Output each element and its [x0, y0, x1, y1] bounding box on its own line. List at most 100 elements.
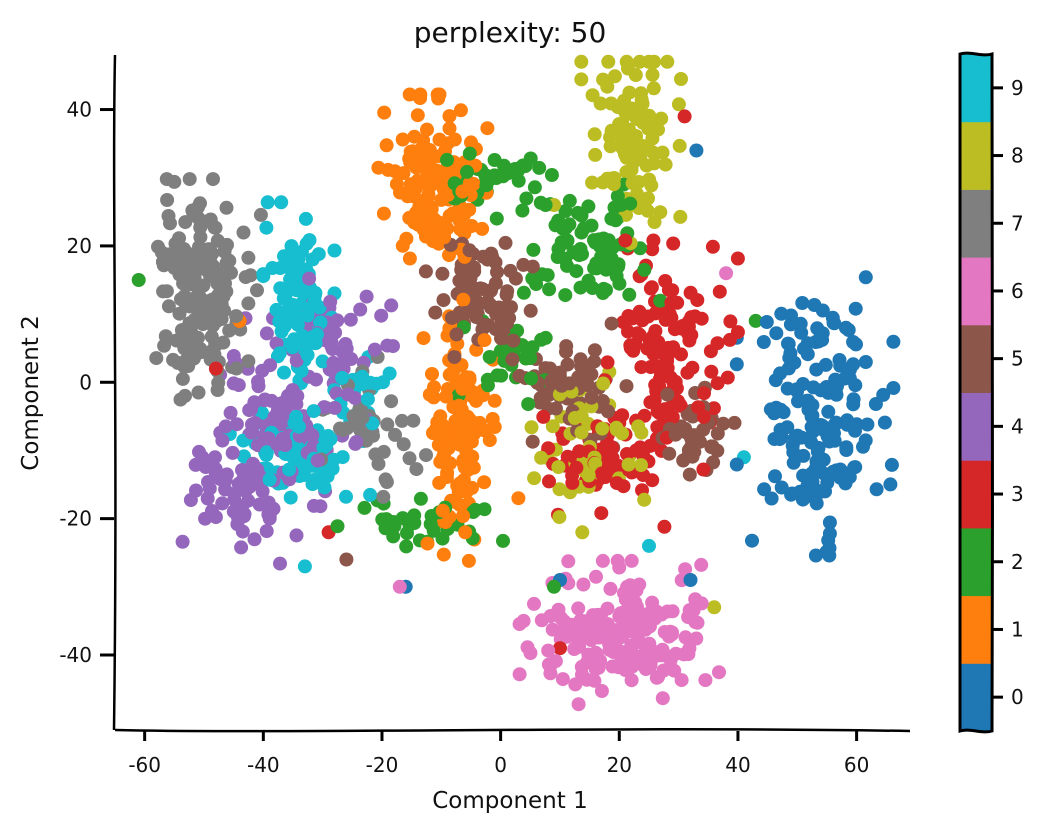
scatter-point-class-4 — [343, 312, 358, 327]
scatter-point-class-6 — [624, 673, 639, 688]
scatter-point-class-2 — [554, 235, 569, 250]
x-axis-spine — [114, 728, 911, 733]
scatter-point-class-6 — [682, 641, 697, 656]
x-tick-label: -40 — [247, 753, 280, 777]
scatter-point-class-8 — [527, 471, 542, 486]
scatter-point-class-2 — [131, 273, 146, 287]
scatter-point-class-7 — [192, 291, 207, 306]
scatter-point-class-4 — [353, 302, 368, 317]
scatter-point-class-8 — [647, 54, 662, 69]
scatter-point-class-9 — [290, 260, 305, 275]
scatter-point-class-8 — [552, 510, 567, 525]
scatter-point-class-1 — [461, 553, 476, 568]
scatter-point-class-3 — [208, 361, 223, 376]
scatter-point-class-4 — [227, 486, 242, 501]
scatter-point-class-1 — [371, 160, 386, 175]
colorbar-tick-label: 4 — [1011, 414, 1024, 438]
scatter-point-class-1 — [424, 175, 439, 190]
scatter-point-class-8 — [644, 178, 659, 193]
scatter-point-class-6 — [712, 665, 726, 680]
scatter-point-class-6 — [594, 684, 609, 698]
scatter-point-class-8 — [621, 61, 635, 76]
scatter-point-class-7 — [241, 250, 256, 265]
scatter-point-class-7 — [191, 200, 205, 215]
scatter-point-class-4 — [330, 313, 345, 328]
scatter-point-class-0 — [781, 337, 796, 351]
scatter-point-class-8 — [545, 419, 560, 434]
scatter-point-class-1 — [442, 367, 457, 382]
scatter-point-class-2 — [572, 248, 587, 263]
scatter-point-class-1 — [402, 151, 417, 166]
scatter-point-class-5 — [601, 404, 615, 419]
scatter-point-class-0 — [827, 417, 842, 432]
scatter-point-class-5 — [727, 415, 742, 430]
scatter-point-class-7 — [158, 329, 173, 344]
scatter-point-class-0 — [768, 469, 782, 484]
colorbar-segment-6 — [960, 257, 992, 326]
scatter-point-class-3 — [720, 370, 735, 385]
scatter-point-class-0 — [869, 482, 884, 497]
scatter-point-class-2 — [581, 199, 596, 214]
scatter-point-class-1 — [376, 206, 391, 221]
scatter-point-class-3 — [710, 336, 725, 351]
scatter-point-class-6 — [668, 646, 683, 661]
scatter-point-class-7 — [159, 172, 174, 187]
scatter-point-class-0 — [807, 298, 822, 312]
scatter-point-class-5 — [544, 373, 559, 388]
y-tick-label: 40 — [67, 98, 92, 122]
scatter-point-class-7 — [409, 462, 424, 477]
scatter-point-class-1 — [431, 437, 446, 452]
colorbar-tick-label: 3 — [1011, 482, 1024, 506]
scatter-point-class-0 — [811, 457, 826, 471]
scatter-point-class-7 — [406, 413, 421, 428]
scatter-point-class-1 — [462, 427, 477, 442]
scatter-point-class-4 — [241, 472, 256, 487]
scatter-point-class-5 — [490, 265, 504, 280]
scatter-point-class-2 — [440, 152, 454, 167]
scatter-point-class-7 — [201, 242, 216, 257]
scatter-point-class-2 — [426, 523, 441, 538]
scatter-point-class-3 — [652, 340, 667, 355]
scatter-point-class-9 — [262, 472, 277, 487]
scatter-point-class-4 — [215, 433, 230, 448]
scatter-point-class-9 — [300, 308, 315, 323]
scatter-point-class-5 — [660, 387, 675, 402]
scatter-point-class-5 — [525, 434, 540, 449]
scatter-point-class-1 — [435, 503, 450, 518]
scatter-point-class-1 — [453, 103, 468, 118]
scatter-point-class-4 — [218, 419, 233, 434]
scatter-point-class-6 — [610, 553, 625, 568]
scatter-point-class-8 — [630, 186, 644, 201]
scatter-point-class-0 — [830, 379, 844, 394]
scatter-point-class-1 — [480, 121, 495, 136]
scatter-point-class-7 — [396, 437, 411, 452]
y-tick-label: -20 — [59, 507, 92, 531]
scatter-point-class-4 — [275, 431, 290, 446]
scatter-point-class-1 — [477, 475, 492, 490]
scatter-point-class-0 — [883, 477, 898, 492]
scatter-point-class-7 — [216, 335, 231, 350]
scatter-point-class-1 — [461, 180, 476, 195]
scatter-point-class-9 — [297, 559, 312, 574]
scatter-point-class-0 — [817, 423, 832, 438]
scatter-point-class-6 — [667, 663, 682, 678]
scatter-point-class-4 — [306, 498, 321, 513]
scatter-point-class-8 — [629, 135, 644, 150]
scatter-point-class-4 — [336, 354, 351, 369]
scatter-point-class-2 — [523, 351, 538, 366]
scatter-point-class-1 — [436, 182, 451, 197]
scatter-point-class-4 — [317, 400, 332, 415]
scatter-point-class-2 — [576, 221, 591, 236]
scatter-point-class-2 — [330, 519, 345, 534]
scatter-point-class-7 — [419, 448, 433, 463]
scatter-point-class-3 — [673, 397, 687, 412]
scatter-point-class-3 — [658, 402, 673, 417]
scatter-point-class-1 — [437, 230, 452, 245]
scatter-point-class-6 — [632, 577, 647, 592]
scatter-point-class-0 — [729, 457, 744, 472]
scatter-point-class-7 — [250, 283, 264, 298]
scatter-point-class-1 — [469, 393, 484, 408]
scatter-point-class-3 — [616, 315, 631, 330]
scatter-point-class-0 — [886, 334, 901, 349]
scatter-point-class-8 — [671, 97, 686, 112]
